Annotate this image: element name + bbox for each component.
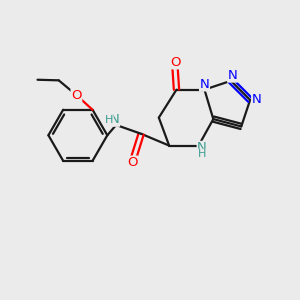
Text: H: H <box>105 115 113 125</box>
Text: N: N <box>252 93 262 106</box>
Text: N: N <box>110 113 119 126</box>
Text: H: H <box>198 149 206 159</box>
Text: N: N <box>228 69 237 82</box>
Text: N: N <box>200 78 209 91</box>
Text: N: N <box>197 141 207 154</box>
Text: O: O <box>170 56 180 69</box>
Text: O: O <box>71 88 82 102</box>
Text: O: O <box>127 156 138 169</box>
